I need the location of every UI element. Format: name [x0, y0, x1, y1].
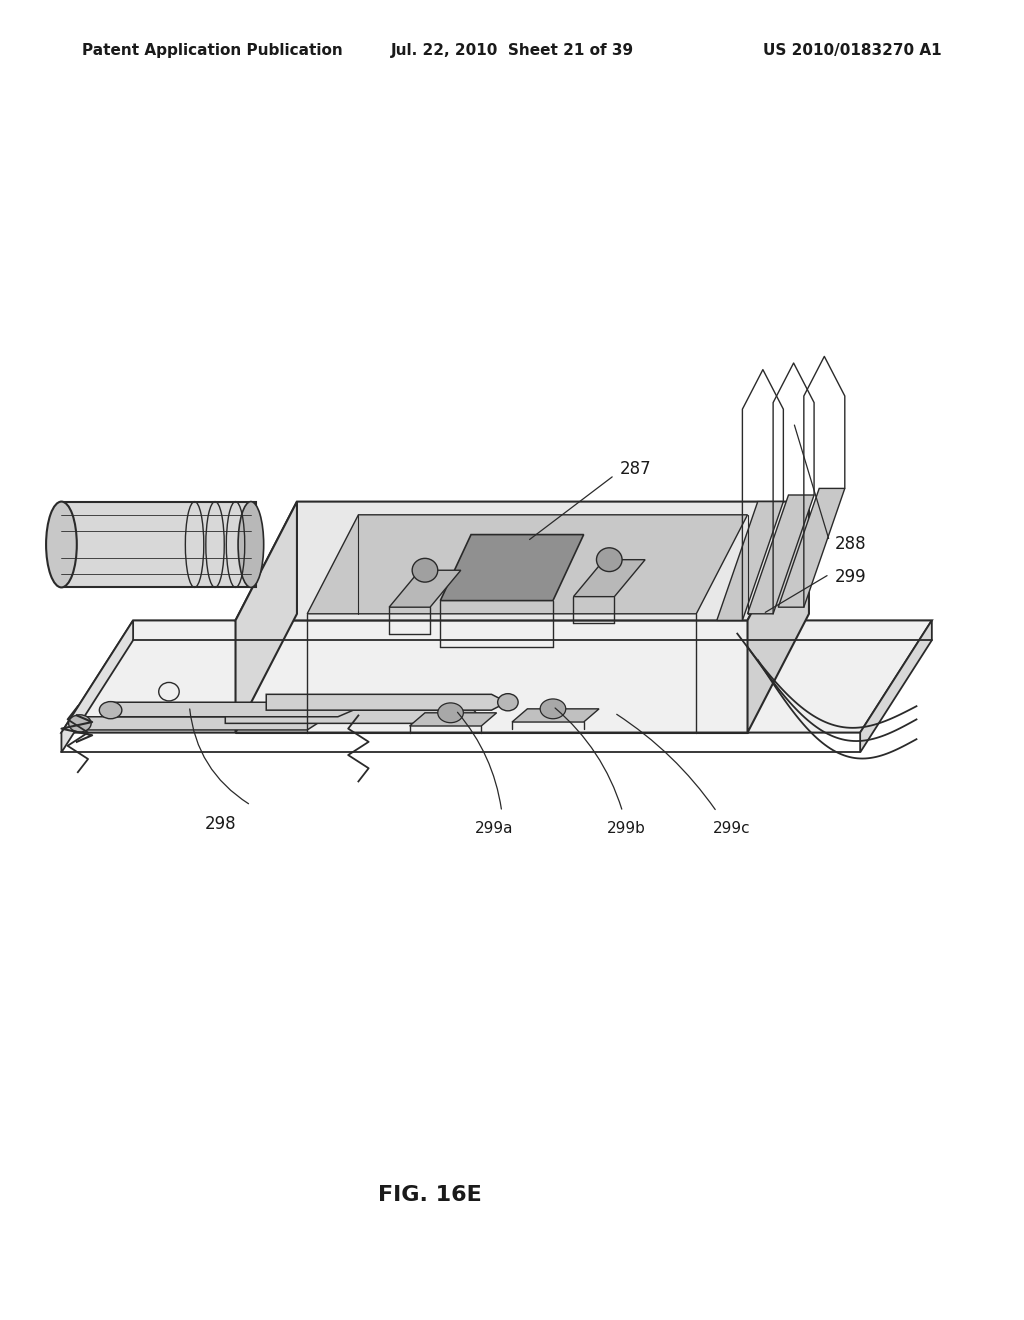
Polygon shape: [410, 713, 497, 726]
Polygon shape: [717, 502, 783, 620]
Polygon shape: [225, 710, 466, 723]
Polygon shape: [236, 502, 297, 733]
Ellipse shape: [596, 548, 622, 572]
Polygon shape: [573, 560, 645, 597]
Polygon shape: [61, 620, 133, 752]
Ellipse shape: [238, 502, 264, 587]
Text: 288: 288: [835, 535, 866, 553]
Polygon shape: [860, 620, 932, 752]
Ellipse shape: [498, 694, 518, 710]
Text: Jul. 22, 2010  Sheet 21 of 39: Jul. 22, 2010 Sheet 21 of 39: [390, 42, 634, 58]
Ellipse shape: [541, 700, 565, 718]
Polygon shape: [778, 488, 845, 607]
Text: 299b: 299b: [607, 821, 646, 837]
Text: 298: 298: [205, 814, 236, 833]
Polygon shape: [389, 570, 461, 607]
Ellipse shape: [457, 708, 477, 726]
Polygon shape: [82, 717, 317, 730]
Polygon shape: [236, 502, 809, 620]
Ellipse shape: [412, 558, 438, 582]
Polygon shape: [748, 495, 814, 614]
Ellipse shape: [438, 702, 463, 722]
Ellipse shape: [46, 502, 77, 587]
Polygon shape: [307, 515, 748, 614]
Text: FIG. 16E: FIG. 16E: [378, 1184, 482, 1205]
Polygon shape: [748, 502, 809, 733]
Text: 299c: 299c: [714, 821, 751, 837]
Polygon shape: [113, 702, 353, 717]
Polygon shape: [61, 502, 256, 587]
Text: US 2010/0183270 A1: US 2010/0183270 A1: [764, 42, 942, 58]
Text: 299: 299: [835, 568, 866, 586]
Polygon shape: [61, 620, 932, 733]
Text: 287: 287: [620, 459, 651, 478]
Text: Patent Application Publication: Patent Application Publication: [82, 42, 343, 58]
Text: 299a: 299a: [475, 821, 514, 837]
Ellipse shape: [99, 702, 122, 718]
Polygon shape: [512, 709, 599, 722]
Polygon shape: [440, 535, 584, 601]
Ellipse shape: [69, 715, 91, 731]
Polygon shape: [266, 694, 507, 710]
